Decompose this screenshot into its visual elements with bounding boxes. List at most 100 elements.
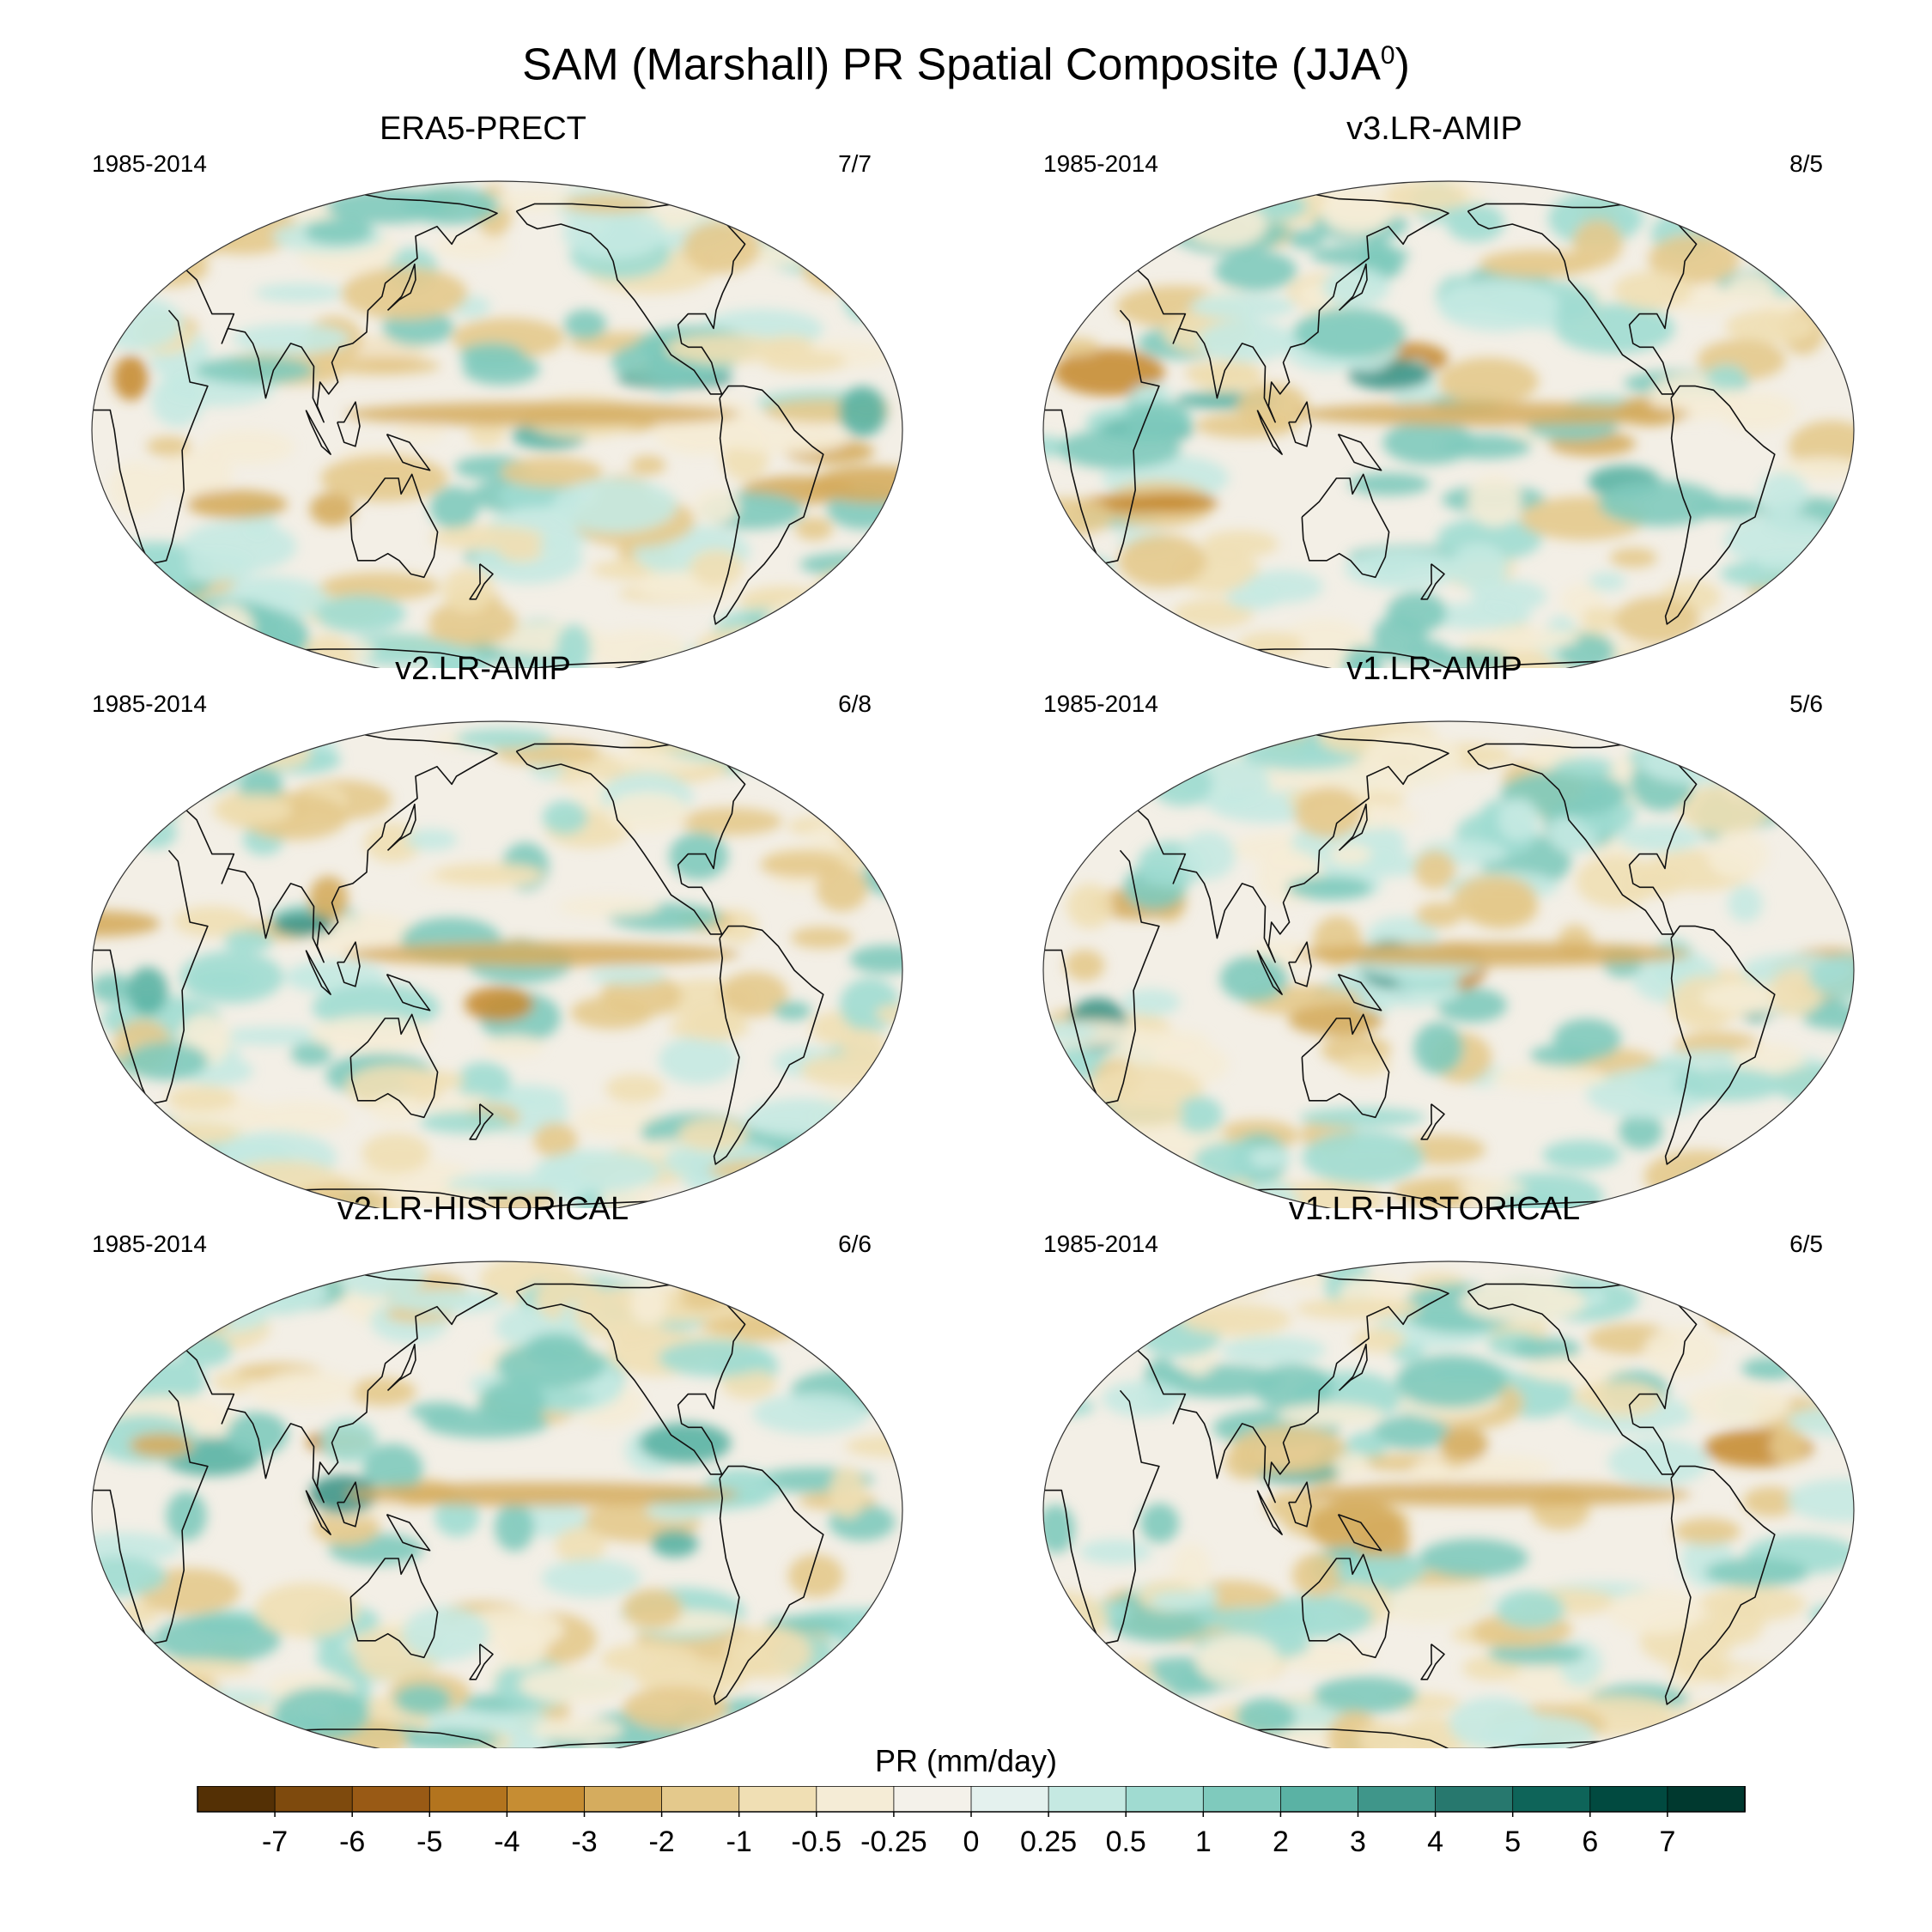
- field-anomaly: [434, 1497, 480, 1537]
- field-anomaly: [254, 1101, 349, 1133]
- field-anomaly: [1619, 1113, 1663, 1150]
- coastline: [386, 1513, 431, 1552]
- equatorial-band: [1296, 402, 1692, 427]
- field-anomaly: [1640, 742, 1759, 785]
- field-anomaly: [1707, 830, 1769, 879]
- field-anomaly: [1043, 555, 1115, 578]
- field-anomaly: [1333, 1452, 1370, 1478]
- field-anomaly: [1446, 203, 1505, 242]
- field-anomaly: [1572, 220, 1623, 267]
- field-anomaly: [1098, 726, 1136, 770]
- field-anomaly: [551, 478, 677, 533]
- field-anomaly: [1496, 1589, 1564, 1629]
- colorbar-swatch: [428, 1786, 508, 1813]
- field-anomaly: [1643, 1326, 1720, 1377]
- equatorial-band: [344, 1482, 740, 1507]
- field-anomaly: [849, 945, 902, 974]
- colorbar-swatch: [1202, 1786, 1282, 1813]
- field-anomaly: [1364, 731, 1461, 786]
- map-outline: [91, 720, 903, 1208]
- field-anomaly: [639, 1423, 732, 1464]
- field-anomaly: [1355, 1517, 1410, 1564]
- field-anomaly: [154, 612, 194, 636]
- map-panel-v1-historical: v1.LR-HISTORICAL 1985-2014 6/5: [951, 1190, 1917, 1748]
- field-anomaly: [1613, 270, 1693, 310]
- colorbar-tick-label: -5: [416, 1826, 442, 1858]
- field-anomaly: [1250, 1145, 1291, 1170]
- field-anomaly: [464, 987, 534, 1022]
- field-anomaly: [1043, 1590, 1109, 1645]
- field-anomaly: [113, 223, 172, 278]
- field-anomaly: [479, 1379, 546, 1426]
- field-anomaly: [1410, 1183, 1467, 1208]
- field-anomaly: [1286, 876, 1373, 900]
- field-anomaly: [1765, 1277, 1824, 1309]
- field-anomaly: [655, 726, 783, 762]
- field-anomaly: [1253, 1364, 1334, 1411]
- field-anomaly: [623, 1589, 683, 1629]
- field-anomaly: [442, 568, 495, 613]
- field-anomaly: [774, 1001, 812, 1021]
- field-anomaly: [1058, 769, 1124, 787]
- field-anomaly: [1043, 1022, 1097, 1043]
- coastline: [1420, 563, 1445, 600]
- field-anomaly: [304, 217, 374, 246]
- field-anomaly: [1097, 729, 1200, 775]
- coastline: [337, 1481, 361, 1528]
- field-anomaly: [312, 1509, 380, 1546]
- coastline: [1337, 433, 1382, 471]
- field-anomaly: [1756, 1296, 1827, 1324]
- field-anomaly: [1182, 202, 1267, 248]
- title-close-paren: ): [1394, 39, 1410, 90]
- field-anomaly: [1776, 457, 1854, 481]
- field-anomaly: [1413, 1022, 1464, 1074]
- field-anomaly: [308, 876, 348, 922]
- field-anomaly: [841, 1029, 887, 1063]
- field-anomaly: [1293, 307, 1406, 359]
- field-anomaly: [1431, 649, 1510, 668]
- coastline: [1130, 732, 1449, 963]
- field-anomaly: [1767, 276, 1854, 296]
- field-anomaly: [1291, 1553, 1343, 1597]
- field-anomaly: [272, 913, 334, 937]
- field-anomaly: [1118, 534, 1206, 588]
- coastline: [305, 410, 331, 455]
- field-anomaly: [1371, 1416, 1451, 1449]
- field-anomaly: [1066, 884, 1114, 929]
- coastline: [1664, 385, 1776, 625]
- field-anomaly: [563, 309, 607, 340]
- field-anomaly: [419, 1110, 512, 1134]
- title-text: SAM (Marshall) PR Spatial Composite (JJA: [522, 39, 1381, 90]
- field-anomaly: [179, 951, 283, 1004]
- coastline: [1256, 1490, 1283, 1535]
- field-anomaly: [1609, 548, 1657, 568]
- field-anomaly: [1219, 956, 1288, 1002]
- colorbar-tick-label: 4: [1427, 1826, 1443, 1858]
- field-anomaly: [1757, 552, 1819, 571]
- field-anomaly: [131, 227, 225, 260]
- field-anomaly: [765, 1615, 850, 1633]
- title-superscript: 0: [1380, 41, 1395, 70]
- field-anomaly: [255, 1583, 359, 1637]
- field-anomaly: [320, 572, 440, 601]
- coastline: [469, 1643, 494, 1680]
- field-anomaly: [1087, 211, 1144, 250]
- field-anomaly: [1723, 1662, 1849, 1691]
- field-anomaly: [731, 721, 844, 776]
- field-anomaly: [176, 548, 256, 583]
- field-anomaly: [428, 599, 518, 647]
- field-anomaly: [1786, 1479, 1854, 1522]
- field-anomaly: [336, 1261, 426, 1297]
- field-anomaly: [1742, 1486, 1799, 1517]
- field-anomaly: [1193, 1141, 1274, 1180]
- field-anomaly: [775, 623, 823, 645]
- field-anomaly: [1726, 273, 1776, 307]
- field-anomaly: [1799, 574, 1845, 611]
- panel-title: v2.LR-AMIP: [395, 651, 571, 687]
- field-anomaly: [404, 829, 458, 851]
- field-anomaly: [1589, 572, 1626, 592]
- field-anomaly: [688, 1006, 746, 1042]
- panel-period: 1985-2014: [1043, 1230, 1158, 1257]
- field-anomaly: [401, 1188, 493, 1208]
- field-anomaly: [1787, 1405, 1854, 1437]
